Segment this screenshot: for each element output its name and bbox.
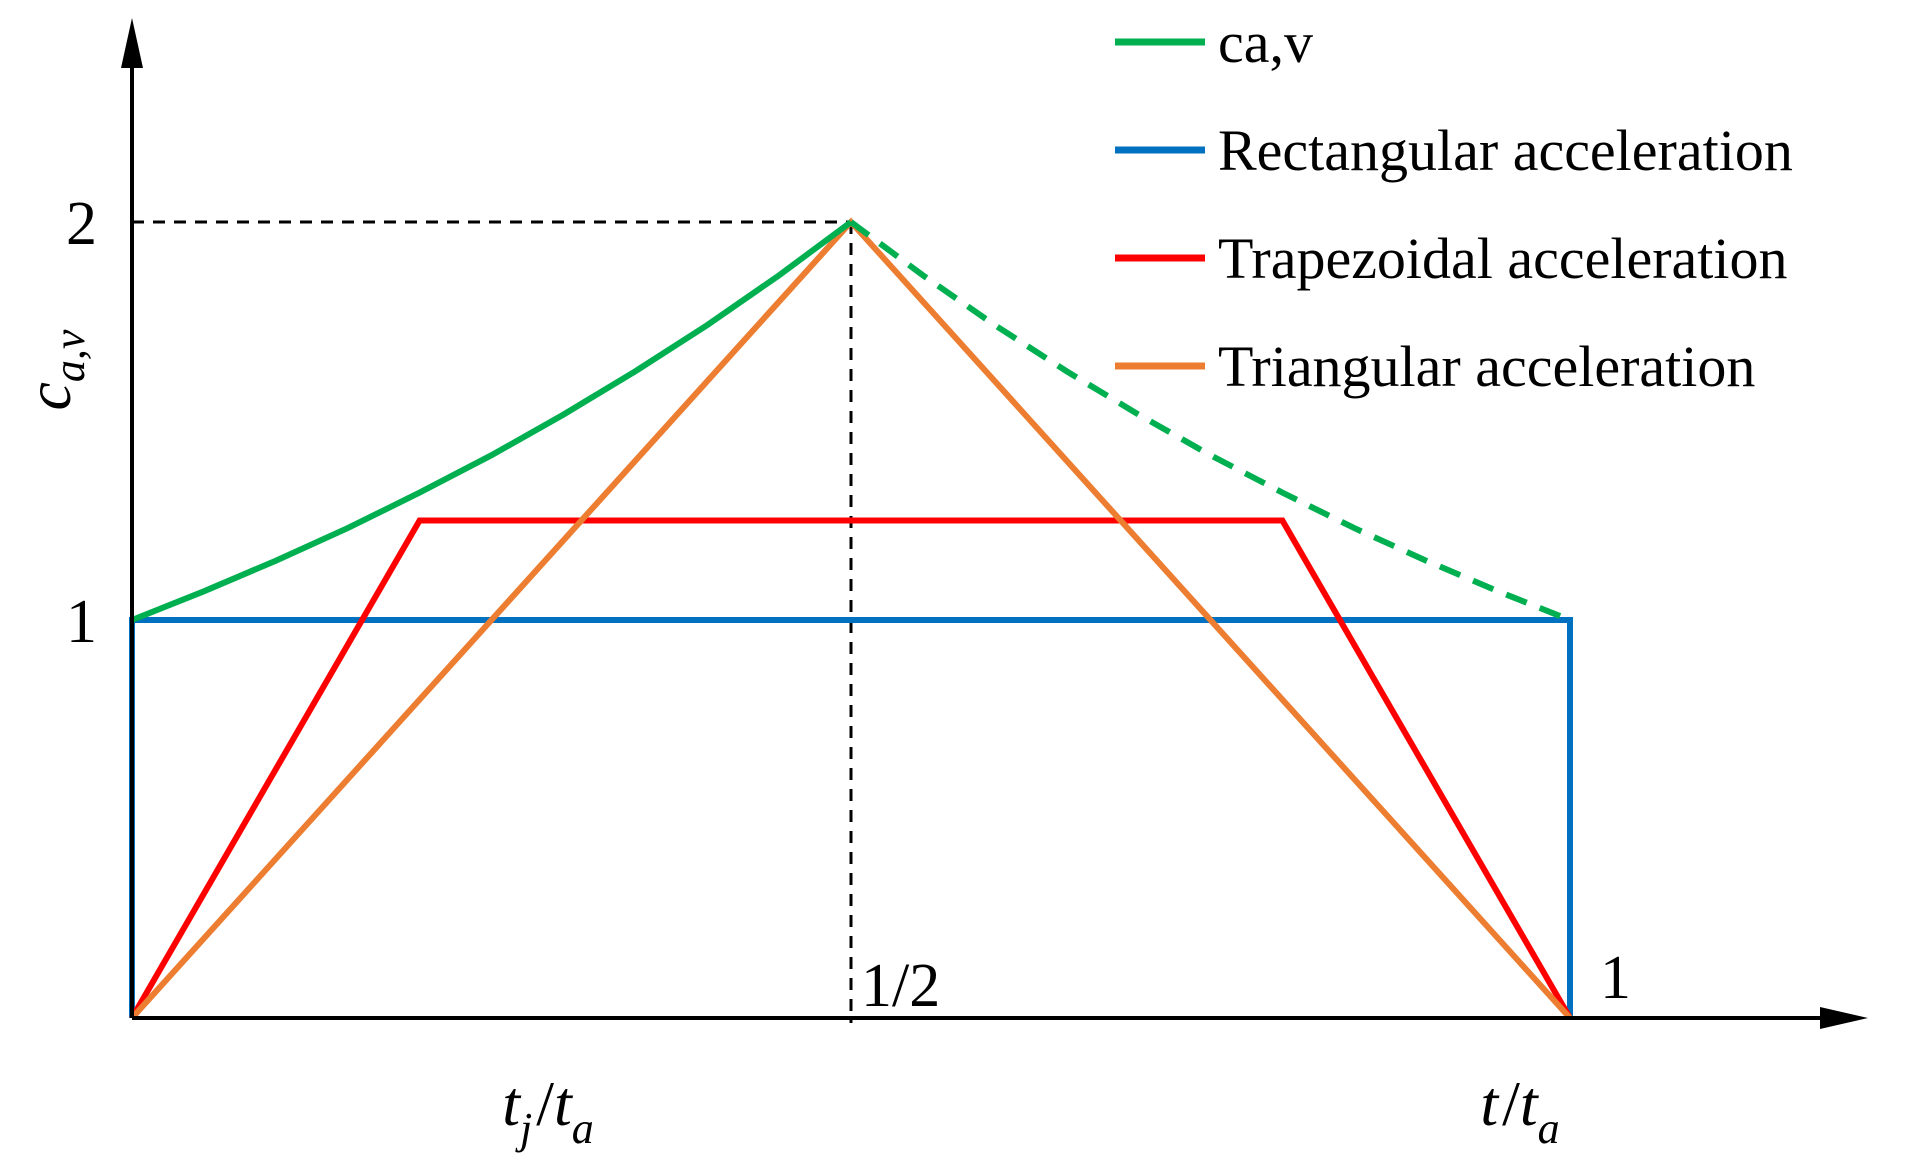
- x-axis-arrow: [1820, 1007, 1868, 1029]
- tick-labels: 1 2 1/2 1: [66, 190, 1631, 1020]
- svg-text:ca,v: ca,v: [13, 329, 94, 410]
- series-line-trapezoidal-acceleration-3: [129, 517, 1573, 1020]
- axes: [121, 18, 1868, 1029]
- series-layer: [129, 217, 1573, 1021]
- series-line-ca-v-dashed-1: [849, 219, 1572, 623]
- x-axis-title-t: t/ta: [1480, 1068, 1559, 1153]
- x-axis-title-t-slash: /: [1502, 1068, 1520, 1139]
- x-tick-label-1: 1: [1600, 944, 1631, 1012]
- legend-label-0: ca,v: [1218, 10, 1313, 75]
- x-axis-title-tj-sub: j: [515, 1104, 532, 1153]
- y-axis-arrow: [121, 18, 143, 68]
- y-tick-label-2: 2: [66, 190, 97, 258]
- x-axis-title-tj-sub2: a: [572, 1104, 594, 1153]
- x-tick-label-half: 1/2: [861, 952, 940, 1020]
- x-axis-title-t-sub2: a: [1538, 1104, 1560, 1153]
- y-axis-title-main: c: [13, 382, 84, 410]
- legend-label-1: Rectangular acceleration: [1218, 118, 1793, 183]
- legend: ca,v Rectangular acceleration Trapezoidal …: [1115, 10, 1793, 399]
- y-tick-label-1: 1: [66, 588, 97, 656]
- x-axis-title-tj-slash: /: [536, 1068, 554, 1139]
- legend-label-3: Triangular acceleration: [1218, 334, 1755, 399]
- x-axis-title-tj: tj/ta: [502, 1068, 594, 1153]
- series-line-ca-v-0: [130, 219, 853, 623]
- x-axis-title-tj-main2: t: [554, 1068, 574, 1139]
- x-axis-title-t-main2: t: [1520, 1068, 1540, 1139]
- x-axis-title-tj-main: t: [502, 1068, 522, 1139]
- y-axis-title: ca,v: [13, 329, 94, 410]
- x-axis-title-t-main: t: [1480, 1068, 1500, 1139]
- svg-text:t/ta: t/ta: [1480, 1068, 1559, 1153]
- svg-text:tj/ta: tj/ta: [502, 1068, 594, 1153]
- legend-label-2: Trapezoidal acceleration: [1218, 226, 1788, 291]
- y-axis-title-sub: a,v: [45, 329, 94, 382]
